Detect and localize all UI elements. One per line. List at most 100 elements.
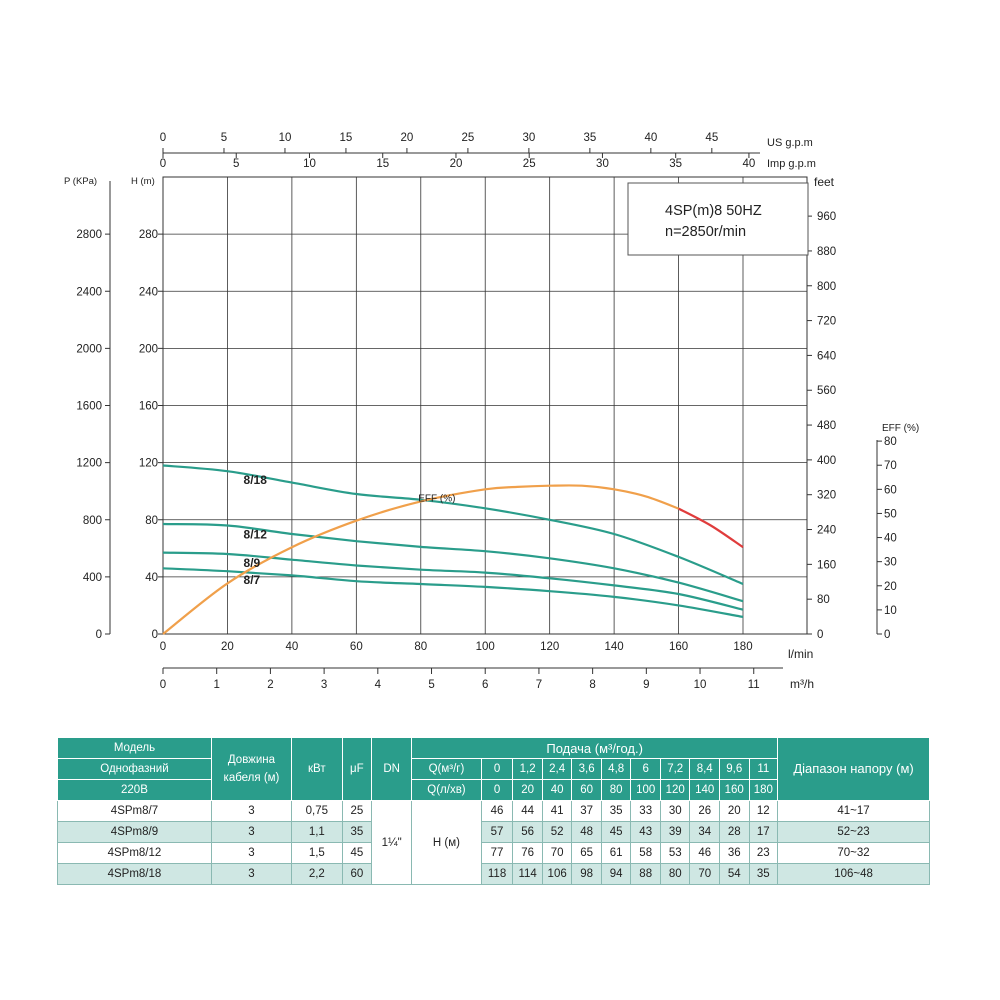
y-feet-tick-label: 960	[817, 211, 836, 223]
kw-cell: 0,75	[291, 800, 343, 822]
header-cable: Довжина кабеля (м)	[210, 737, 293, 801]
head-value-cell: 28	[718, 821, 750, 843]
y-head-tick-label: 200	[139, 343, 158, 355]
head-value-cell: 35	[600, 800, 632, 822]
x-imp-gpm-tick-label: 30	[596, 158, 609, 170]
x-us-gpm-tick-label: 5	[221, 132, 227, 144]
model-cell: 4SPm8/12	[57, 842, 212, 864]
y-eff-label: EFF (%)	[882, 423, 919, 434]
y-eff-tick-label: 60	[884, 484, 897, 496]
x-m3h-tick-label: 8	[589, 679, 595, 691]
range-cell: 52~23	[777, 821, 930, 843]
head-value-cell: 20	[718, 800, 750, 822]
x-flow-tick-label: 100	[476, 641, 495, 653]
header-range: Діапазон напору (м)	[777, 737, 930, 801]
y-feet-tick-label: 800	[817, 281, 836, 293]
head-value-cell: 114	[512, 863, 543, 885]
x-m3h-tick-label: 2	[267, 679, 273, 691]
head-value-cell: 77	[480, 842, 514, 864]
head-value-cell: 88	[630, 863, 661, 885]
curve-8-7	[162, 567, 744, 618]
x-m3h-tick-label: 11	[748, 679, 760, 691]
q-lmin-value: 60	[571, 779, 602, 801]
x-imp-gpm-tick-label: 5	[233, 158, 239, 170]
table-row: 4SPm8/7 3 0,75 25 1¼" H (м) 46 44 41 37 35 33 30 26 20…	[57, 800, 930, 885]
head-value-cell: 57	[480, 821, 514, 843]
q-m3h-value: 3,6	[571, 758, 602, 780]
curve-label-8-18: 8/18	[244, 473, 268, 487]
model-cell: 4SPm8/9	[57, 821, 212, 843]
uf-cell: 25	[341, 800, 373, 822]
x-us-gpm-tick-label: 20	[401, 132, 414, 144]
head-value-cell: 35	[748, 863, 779, 885]
cable-cell: 3	[210, 842, 293, 864]
info-box-line1: 4SP(m)8 50HZ	[665, 203, 762, 219]
x-flow-tick-label: 20	[221, 641, 234, 653]
cable-cell: 3	[210, 863, 293, 885]
q-m3h-value: 11	[748, 758, 779, 780]
head-value-cell: 44	[512, 800, 543, 822]
x-imp-gpm-tick-label: 10	[303, 158, 316, 170]
y-feet-tick-label: 880	[817, 246, 836, 258]
x-flow-tick-label: 140	[605, 641, 624, 653]
curve-label-8-9: 8/9	[244, 556, 261, 570]
x-imp-gpm-tick-label: 35	[669, 158, 682, 170]
header-single-phase: Однофазний	[57, 758, 212, 780]
x-us-gpm-tick-label: 45	[705, 132, 718, 144]
x-m3h-tick-label: 6	[482, 679, 488, 691]
q-m3h-value: 7,2	[659, 758, 691, 780]
y-feet-tick-label: 160	[817, 559, 836, 571]
head-value-cell: 106	[541, 863, 573, 885]
uf-cell: 45	[341, 842, 373, 864]
table-header-row-1: Модель Довжина кабеля (м) кВт μF DN Пода…	[57, 737, 930, 801]
header-dn: DN	[371, 737, 413, 801]
y-feet-tick-label: 560	[817, 385, 836, 397]
head-value-cell: 56	[512, 821, 543, 843]
head-value-cell: 80	[659, 863, 691, 885]
x-imp-gpm-tick-label: 40	[743, 158, 756, 170]
chart-curves	[162, 464, 744, 635]
x-m3h-tick-label: 1	[214, 679, 220, 691]
uf-cell: 60	[341, 863, 373, 885]
head-value-cell: 61	[600, 842, 632, 864]
header-uf: μF	[341, 737, 373, 801]
y-pressure-tick-label: 1600	[76, 401, 102, 413]
y-head-label: H (m)	[131, 176, 155, 187]
q-lmin-value: 140	[689, 779, 720, 801]
x-m3h-tick-label: 10	[694, 679, 707, 691]
info-box-line2: n=2850r/min	[665, 224, 746, 240]
x-m3h-tick-label: 0	[160, 679, 166, 691]
x-us-gpm-tick-label: 0	[160, 132, 166, 144]
q-lmin-value: 120	[659, 779, 691, 801]
head-value-cell: 118	[480, 863, 514, 885]
head-value-cell: 76	[512, 842, 543, 864]
x-flow-tick-label: 40	[285, 641, 298, 653]
range-cell: 70~32	[777, 842, 930, 864]
y-head-tick-label: 0	[152, 629, 158, 641]
head-value-cell: 17	[748, 821, 779, 843]
header-q-lmin: Q(л/хв)	[411, 779, 482, 801]
q-lmin-value: 40	[541, 779, 573, 801]
x-m3h-tick-label: 3	[321, 679, 327, 691]
x-us-gpm-tick-label: 30	[522, 132, 535, 144]
head-value-cell: 36	[718, 842, 750, 864]
h-label-cell: H (м)	[411, 800, 482, 885]
x-us-gpm-tick-label: 10	[279, 132, 292, 144]
y-eff-tick-label: 50	[884, 508, 897, 520]
y-pressure-tick-label: 0	[96, 629, 102, 641]
head-value-cell: 23	[748, 842, 779, 864]
model-cell: 4SPm8/18	[57, 863, 212, 885]
head-value-cell: 41	[541, 800, 573, 822]
x-flow-tick-label: 180	[733, 641, 752, 653]
header-q-m3h: Q(м³/г)	[411, 758, 482, 780]
y-eff-tick-label: 40	[884, 533, 897, 545]
y-pressure-label: P (KPa)	[64, 176, 97, 187]
x-m3h-tick-label: 5	[428, 679, 434, 691]
uf-cell: 35	[341, 821, 373, 843]
q-m3h-value: 9,6	[718, 758, 750, 780]
head-value-cell: 37	[571, 800, 602, 822]
head-value-cell: 70	[689, 863, 720, 885]
head-value-cell: 94	[600, 863, 632, 885]
curve-8-18	[162, 464, 744, 586]
q-m3h-value: 1,2	[512, 758, 543, 780]
